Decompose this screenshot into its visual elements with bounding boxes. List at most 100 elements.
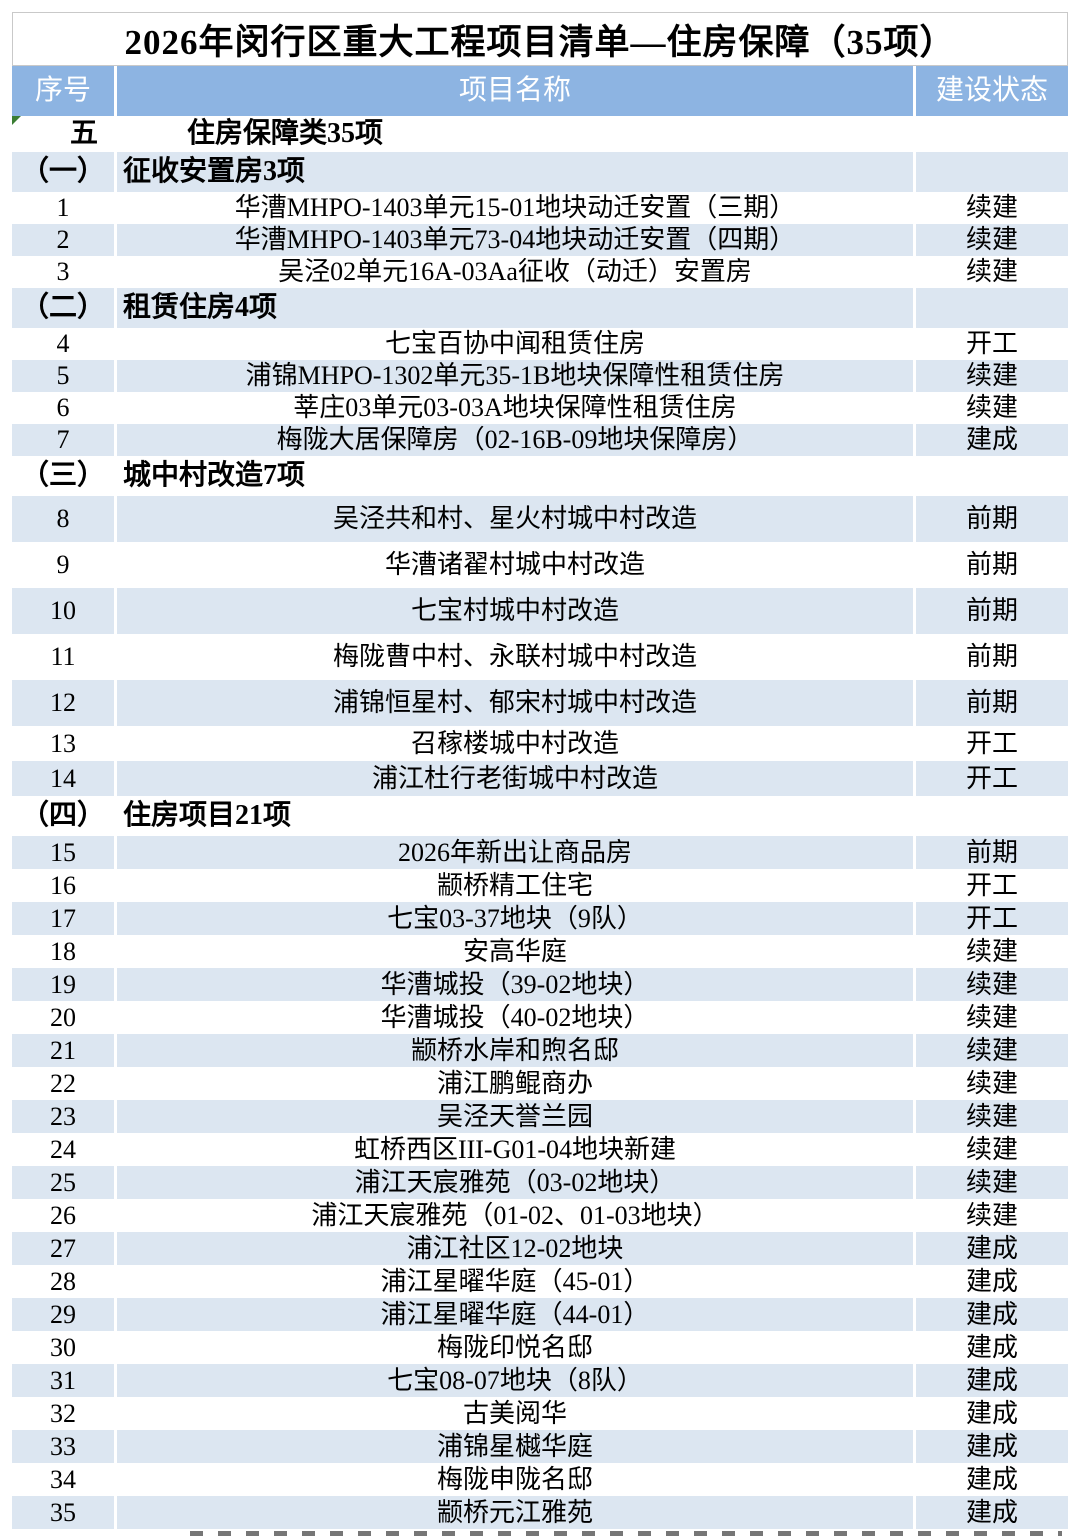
status-cell[interactable]: 建成 <box>965 1266 1018 1296</box>
serial-cell[interactable]: 16 <box>50 870 76 900</box>
project-name-cell[interactable]: 浦锦MHPO-1302单元35-1B地块保障性租赁住房 <box>117 360 913 392</box>
serial-cell[interactable]: 32 <box>50 1398 76 1428</box>
serial-cell[interactable]: 20 <box>50 1002 76 1032</box>
project-name-cell[interactable]: 梅陇大居保障房（02-16B-09地块保障房） <box>117 424 913 456</box>
project-name-cell[interactable]: 七宝03-37地块（9队） <box>117 902 913 935</box>
project-name-cell[interactable]: 华漕MHPO-1403单元15-01地块动迁安置（三期） <box>234 193 796 222</box>
serial-cell[interactable]: （三） <box>20 460 105 491</box>
project-name-cell[interactable]: 七宝百协中闻租赁住房 <box>384 329 645 358</box>
serial-cell[interactable]: （四） <box>20 800 105 831</box>
serial-cell[interactable]: 24 <box>50 1134 76 1164</box>
project-name-cell[interactable]: 虹桥西区III-G01-04地块新建 <box>353 1134 677 1164</box>
serial-cell[interactable]: 26 <box>50 1200 76 1230</box>
project-name-cell[interactable]: 2026年新出让商品房 <box>117 836 913 869</box>
project-name-cell[interactable]: 浦江杜行老街城中村改造 <box>117 761 913 796</box>
project-name-cell[interactable]: 颛桥元江雅苑 <box>117 1496 913 1529</box>
serial-cell[interactable]: 17 <box>12 902 114 935</box>
serial-cell[interactable]: 2 <box>12 224 114 256</box>
serial-cell[interactable]: 4 <box>56 329 70 358</box>
project-name-cell[interactable]: 华漕城投（40-02地块） <box>380 1002 650 1032</box>
serial-cell[interactable]: 19 <box>12 968 114 1001</box>
status-cell[interactable]: 开工 <box>965 870 1018 900</box>
project-name-cell[interactable]: 召稼楼城中村改造 <box>410 728 619 758</box>
status-cell[interactable]: 续建 <box>916 1166 1068 1199</box>
serial-cell[interactable]: 25 <box>12 1166 114 1199</box>
status-cell[interactable]: 建成 <box>965 1398 1018 1428</box>
project-name-cell[interactable]: 住房保障类35项 <box>187 118 384 149</box>
header-cell-serial[interactable]: 序号 <box>12 66 114 116</box>
serial-cell[interactable]: 13 <box>50 728 76 758</box>
status-cell[interactable]: 前期 <box>916 836 1068 869</box>
status-cell[interactable]: 前期 <box>916 496 1068 542</box>
status-cell[interactable]: 续建 <box>916 224 1068 256</box>
status-cell[interactable]: 续建 <box>965 1002 1018 1032</box>
status-cell[interactable]: 前期 <box>965 642 1018 671</box>
project-name-cell[interactable]: 梅陇印悦名邸 <box>436 1332 593 1362</box>
status-cell[interactable] <box>916 796 1068 836</box>
serial-cell[interactable]: 5 <box>12 360 114 392</box>
project-name-cell[interactable]: 七宝村城中村改造 <box>117 588 913 634</box>
project-name-cell[interactable]: 住房项目21项 <box>123 800 292 831</box>
serial-cell[interactable]: 8 <box>12 496 114 542</box>
status-cell[interactable]: 续建 <box>965 257 1018 286</box>
status-cell[interactable]: 建成 <box>916 1232 1068 1265</box>
header-cell-project-name[interactable]: 项目名称 <box>117 66 913 116</box>
status-cell[interactable]: 续建 <box>965 393 1018 422</box>
serial-cell[interactable]: 34 <box>50 1464 76 1494</box>
status-cell[interactable] <box>916 456 1068 496</box>
serial-cell[interactable]: 3 <box>56 257 70 286</box>
serial-cell[interactable]: 6 <box>56 393 70 422</box>
project-name-cell[interactable]: 颛桥水岸和煦名邸 <box>117 1034 913 1067</box>
project-name-cell[interactable]: 浦江星曜华庭（44-01） <box>117 1298 913 1331</box>
project-name-cell[interactable]: 吴泾天誉兰园 <box>117 1100 913 1133</box>
project-name-cell[interactable]: 租赁住房4项 <box>117 288 913 328</box>
status-cell[interactable] <box>916 288 1068 328</box>
serial-cell[interactable]: 27 <box>12 1232 114 1265</box>
status-cell[interactable]: 续建 <box>965 936 1018 966</box>
project-name-cell[interactable]: 安高华庭 <box>462 936 567 966</box>
status-cell[interactable]: 续建 <box>916 968 1068 1001</box>
serial-cell[interactable]: 18 <box>50 936 76 966</box>
serial-cell[interactable]: 15 <box>12 836 114 869</box>
serial-cell[interactable]: 35 <box>12 1496 114 1529</box>
serial-cell[interactable]: 1 <box>56 193 70 222</box>
serial-cell[interactable]: 11 <box>50 642 76 671</box>
status-cell[interactable] <box>916 116 1068 152</box>
project-name-cell[interactable]: 吴泾02单元16A-03Aa征收（动迁）安置房 <box>278 257 752 286</box>
project-name-cell[interactable]: 莘庄03单元03-03A地块保障性租赁住房 <box>293 393 737 422</box>
status-cell[interactable]: 续建 <box>916 1034 1068 1067</box>
status-cell[interactable]: 前期 <box>965 550 1018 579</box>
project-name-cell[interactable]: 浦江星曜华庭（45-01） <box>380 1266 650 1296</box>
project-name-cell[interactable]: 浦江天宸雅苑（01-02、01-03地块） <box>311 1200 719 1230</box>
status-cell[interactable]: 建成 <box>965 1464 1018 1494</box>
project-name-cell[interactable]: 浦锦星樾华庭 <box>117 1430 913 1463</box>
status-cell[interactable]: 建成 <box>916 1496 1068 1529</box>
serial-cell[interactable]: 10 <box>12 588 114 634</box>
serial-cell[interactable]: 31 <box>12 1364 114 1397</box>
serial-cell[interactable]: 14 <box>12 761 114 796</box>
project-name-cell[interactable]: 浦锦恒星村、郁宋村城中村改造 <box>117 680 913 726</box>
serial-cell[interactable]: 21 <box>12 1034 114 1067</box>
project-name-cell[interactable]: 梅陇申陇名邸 <box>436 1464 593 1494</box>
project-name-cell[interactable]: 华漕城投（39-02地块） <box>117 968 913 1001</box>
serial-cell[interactable]: （二） <box>12 288 114 328</box>
project-name-cell[interactable]: 吴泾共和村、星火村城中村改造 <box>117 496 913 542</box>
serial-cell[interactable]: 28 <box>50 1266 76 1296</box>
status-cell[interactable]: 建成 <box>916 1298 1068 1331</box>
status-cell[interactable]: 前期 <box>916 588 1068 634</box>
project-name-cell[interactable]: 华漕MHPO-1403单元73-04地块动迁安置（四期） <box>117 224 913 256</box>
serial-cell[interactable]: 29 <box>12 1298 114 1331</box>
project-name-cell[interactable]: 浦江社区12-02地块 <box>117 1232 913 1265</box>
project-name-cell[interactable]: 征收安置房3项 <box>117 152 913 192</box>
status-cell[interactable]: 前期 <box>916 680 1068 726</box>
status-cell[interactable]: 建成 <box>916 1364 1068 1397</box>
serial-cell[interactable]: 33 <box>12 1430 114 1463</box>
project-name-cell[interactable]: 古美阅华 <box>462 1398 567 1428</box>
status-cell[interactable]: 建成 <box>916 1430 1068 1463</box>
status-cell[interactable]: 续建 <box>965 1068 1018 1098</box>
serial-cell[interactable]: 22 <box>50 1068 76 1098</box>
project-name-cell[interactable]: 浦江天宸雅苑（03-02地块） <box>117 1166 913 1199</box>
serial-cell[interactable]: 30 <box>50 1332 76 1362</box>
serial-cell[interactable]: 9 <box>56 550 70 579</box>
status-cell[interactable]: 建成 <box>916 424 1068 456</box>
